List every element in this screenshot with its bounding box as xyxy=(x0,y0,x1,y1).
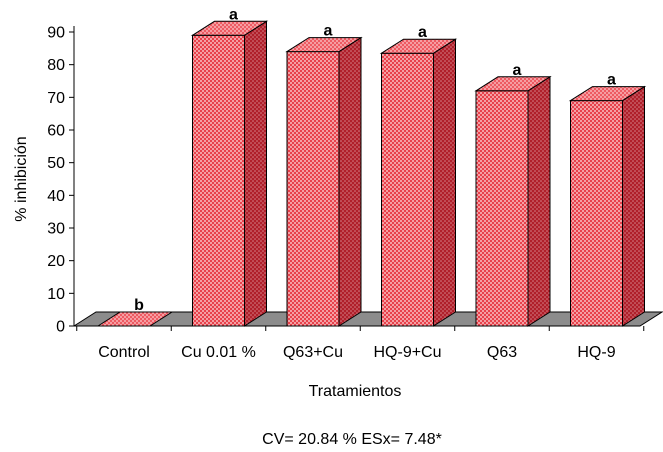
bar xyxy=(568,85,647,327)
bar-top xyxy=(474,76,552,92)
bar-front xyxy=(381,52,434,327)
x-tick-label: Control xyxy=(98,344,150,361)
y-tick-label: 20 xyxy=(47,253,65,270)
significance-label: a xyxy=(324,23,333,40)
y-tick-label: 40 xyxy=(47,188,65,205)
y-tick-label: 30 xyxy=(47,221,65,238)
x-tick-label: Cu 0.01 % xyxy=(181,344,256,361)
significance-label: a xyxy=(418,24,427,41)
bar-top xyxy=(285,37,363,53)
bar xyxy=(190,20,269,327)
y-tick-label: 90 xyxy=(47,25,65,42)
bar-front xyxy=(475,90,529,327)
x-tick-label: Q63 xyxy=(487,344,517,361)
x-tick-label: HQ-9 xyxy=(577,344,615,361)
chart-footnote: CV= 20.84 % ESx= 7.48* xyxy=(262,431,442,448)
bar-front xyxy=(192,34,245,327)
bar-top xyxy=(190,20,269,36)
bar-top xyxy=(379,38,458,54)
bar xyxy=(96,311,174,327)
bar-front xyxy=(570,100,623,327)
significance-label: a xyxy=(229,6,238,23)
x-tick-label: HQ-9+Cu xyxy=(373,344,441,361)
bar xyxy=(379,38,458,327)
y-axis-title: % inhibición xyxy=(13,136,30,221)
y-tick-label: 10 xyxy=(47,286,65,303)
y-tick-label: 0 xyxy=(56,319,65,336)
bar-side xyxy=(244,20,267,327)
bar-side xyxy=(622,85,645,327)
bar-top xyxy=(96,311,174,327)
bars xyxy=(96,20,647,327)
y-tick-label: 80 xyxy=(47,57,65,74)
y-axis: 0 10 20 30 40 50 60 70 80 90 xyxy=(47,25,645,336)
x-axis-title: Tratamientos xyxy=(309,383,402,400)
bar-side xyxy=(338,36,362,327)
y-tick-label: 50 xyxy=(47,155,65,172)
bar-side xyxy=(527,75,551,327)
significance-label: a xyxy=(607,72,616,89)
bar xyxy=(285,36,363,327)
bar-front xyxy=(286,51,340,327)
y-tick-label: 70 xyxy=(47,90,65,107)
x-tick-label: Q63+Cu xyxy=(283,344,343,361)
labels: Control b Cu 0.01 % a Q63+Cu a HQ-9+Cu a Q63 a HQ-… xyxy=(98,6,616,361)
y-tick-label: 60 xyxy=(47,123,65,140)
significance-label: b xyxy=(134,297,144,314)
bar-top xyxy=(568,86,647,102)
bar-side xyxy=(433,38,456,327)
significance-label: a xyxy=(513,62,522,79)
bar xyxy=(474,75,552,327)
